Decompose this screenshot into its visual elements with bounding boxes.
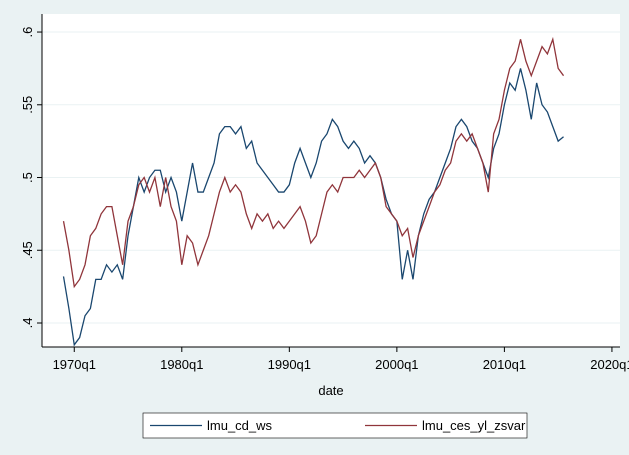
- y-tick-label: .4: [20, 318, 35, 329]
- x-tick-label: 1970q1: [53, 357, 96, 372]
- legend: [142, 412, 528, 439]
- x-tick-label: 1990q1: [268, 357, 311, 372]
- data-line: [62, 36, 565, 289]
- legend-label: lmu_ces_yl_zsvar: [422, 418, 526, 433]
- x-tick-label: 2010q1: [483, 357, 526, 372]
- y-tick-label: .55: [20, 96, 35, 114]
- x-tick-label: 2000q1: [375, 357, 418, 372]
- y-tick-label: .45: [20, 241, 35, 259]
- legend-label: lmu_cd_ws: [207, 418, 273, 433]
- plot-area: [42, 14, 620, 347]
- y-tick-label: .6: [20, 27, 35, 38]
- x-tick-label: 1980q1: [160, 357, 203, 372]
- y-tick-label: .5: [20, 172, 35, 183]
- x-axis-title: date: [318, 383, 343, 398]
- x-tick-label: 2020q1: [590, 357, 629, 372]
